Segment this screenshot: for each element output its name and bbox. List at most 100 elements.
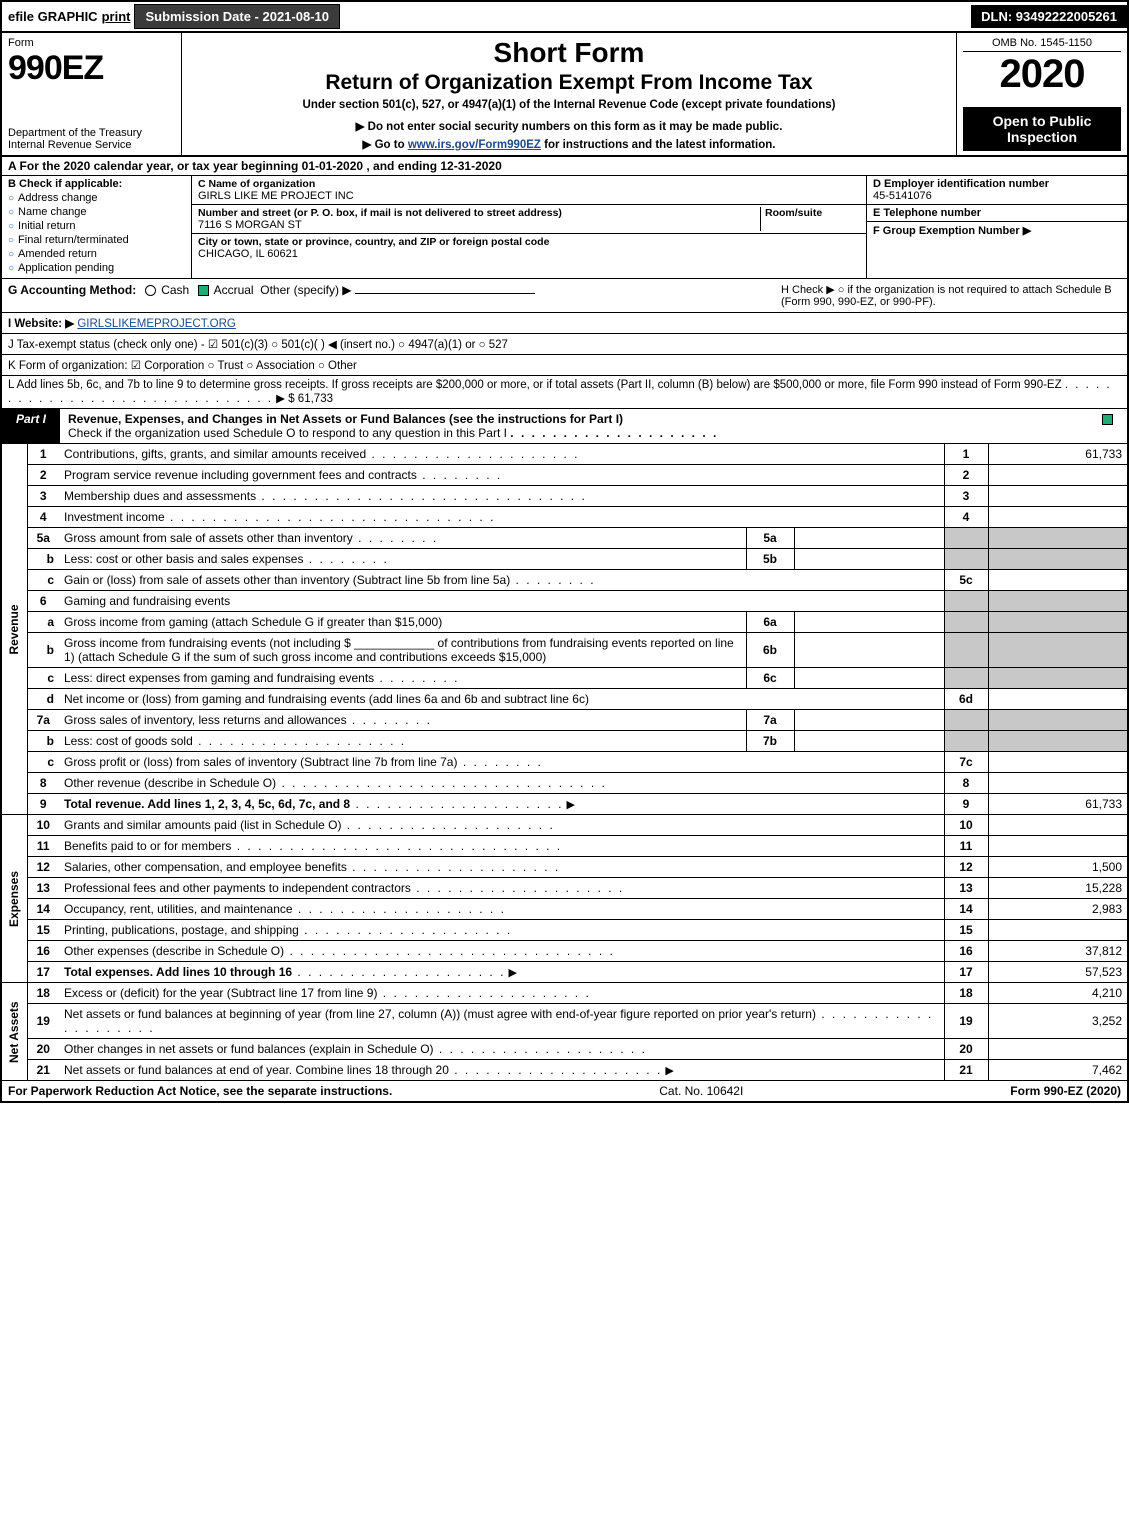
info-grid: B Check if applicable: Address change Na… <box>0 176 1129 279</box>
check-initial-return[interactable]: Initial return <box>8 220 185 232</box>
line-17-desc: Total expenses. Add lines 10 through 16 <box>64 965 292 979</box>
line-16-val: 37,812 <box>988 941 1128 962</box>
line-5a-grey2 <box>988 528 1128 549</box>
goto-link[interactable]: ▶ Go to www.irs.gov/Form990EZ for instru… <box>188 137 950 151</box>
line-13-desc: Professional fees and other payments to … <box>64 881 411 895</box>
return-title: Return of Organization Exempt From Incom… <box>188 71 950 95</box>
line-21-val: 7,462 <box>988 1060 1128 1081</box>
part-1-title: Revenue, Expenses, and Changes in Net As… <box>60 409 1087 443</box>
accrual-label: Accrual <box>214 283 254 297</box>
print-link[interactable]: print <box>102 9 131 24</box>
tax-year: 2020 <box>963 52 1121 97</box>
line-6c-inner: 6c <box>746 668 794 689</box>
other-specify-blank[interactable] <box>355 293 535 294</box>
line-21-no: 21 <box>27 1060 59 1081</box>
form-header: Form 990EZ Department of the Treasury In… <box>0 33 1129 157</box>
column-b-checkboxes: B Check if applicable: Address change Na… <box>2 176 192 278</box>
website-label: I Website: ▶ <box>8 318 74 330</box>
line-7b: b Less: cost of goods sold 7b <box>1 731 1128 752</box>
line-2-no: 2 <box>27 465 59 486</box>
line-6a-no: a <box>27 612 59 633</box>
line-7c: c Gross profit or (loss) from sales of i… <box>1 752 1128 773</box>
line-5a-no: 5a <box>27 528 59 549</box>
part-1-check[interactable] <box>1087 409 1127 443</box>
line-7b-no: b <box>27 731 59 752</box>
website-link[interactable]: GIRLSLIKEMEPROJECT.ORG <box>77 318 235 330</box>
line-8-outer: 8 <box>944 773 988 794</box>
check-address-change[interactable]: Address change <box>8 192 185 204</box>
page-footer: For Paperwork Reduction Act Notice, see … <box>0 1081 1129 1103</box>
line-9-no: 9 <box>27 794 59 815</box>
line-19-desc: Net assets or fund balances at beginning… <box>64 1007 816 1021</box>
accounting-method: G Accounting Method: Cash Accrual Other … <box>8 283 781 297</box>
line-19-val: 3,252 <box>988 1004 1128 1039</box>
line-18-outer-no: 18 <box>944 983 988 1004</box>
line-13: 13 Professional fees and other payments … <box>1 878 1128 899</box>
column-d-e-f: D Employer identification number 45-5141… <box>867 176 1127 278</box>
city-value: CHICAGO, IL 60621 <box>198 248 860 260</box>
line-11-no: 11 <box>27 836 59 857</box>
phone-label: E Telephone number <box>873 207 1121 219</box>
line-14-no: 14 <box>27 899 59 920</box>
line-4-val <box>988 507 1128 528</box>
line-8-no: 8 <box>27 773 59 794</box>
line-18-desc: Excess or (deficit) for the year (Subtra… <box>64 986 377 1000</box>
line-14: 14 Occupancy, rent, utilities, and maint… <box>1 899 1128 920</box>
check-amended-return[interactable]: Amended return <box>8 248 185 260</box>
line-4-no: 4 <box>27 507 59 528</box>
check-application-pending[interactable]: Application pending <box>8 262 185 274</box>
check-name-change[interactable]: Name change <box>8 206 185 218</box>
line-6c-no: c <box>27 668 59 689</box>
line-14-desc: Occupancy, rent, utilities, and maintena… <box>64 902 293 916</box>
ssn-notice: ▶ Do not enter social security numbers o… <box>188 119 950 133</box>
efile-label: efile GRAPHIC <box>8 9 98 24</box>
line-4-desc: Investment income <box>64 510 165 524</box>
group-exemption-label: F Group Exemption Number ▶ <box>873 224 1121 237</box>
line-20-val <box>988 1039 1128 1060</box>
line-5a-grey <box>944 528 988 549</box>
line-11: 11 Benefits paid to or for members 11 <box>1 836 1128 857</box>
irs-url[interactable]: www.irs.gov/Form990EZ <box>408 139 541 151</box>
line-8: 8 Other revenue (describe in Schedule O)… <box>1 773 1128 794</box>
short-form-title: Short Form <box>188 37 950 69</box>
line-7a-no: 7a <box>27 710 59 731</box>
department-label: Department of the Treasury Internal Reve… <box>8 127 175 151</box>
line-11-val <box>988 836 1128 857</box>
row-i-website: I Website: ▶ GIRLSLIKEMEPROJECT.ORG <box>0 313 1129 334</box>
line-21: 21 Net assets or fund balances at end of… <box>1 1060 1128 1081</box>
cash-checkbox[interactable] <box>145 285 156 296</box>
line-3-desc: Membership dues and assessments <box>64 489 256 503</box>
addr-label: Number and street (or P. O. box, if mail… <box>198 207 760 219</box>
form-number: 990EZ <box>8 49 175 88</box>
ein-label: D Employer identification number <box>873 178 1121 190</box>
line-1-desc: Contributions, gifts, grants, and simila… <box>64 447 366 461</box>
part-1-dots <box>510 426 718 440</box>
netassets-side-label: Net Assets <box>1 983 27 1081</box>
line-6-no: 6 <box>27 591 59 612</box>
under-section: Under section 501(c), 527, or 4947(a)(1)… <box>188 99 950 111</box>
line-13-outer-no: 13 <box>944 878 988 899</box>
submission-date-button[interactable]: Submission Date - 2021-08-10 <box>134 4 340 29</box>
line-2-outer-no: 2 <box>944 465 988 486</box>
line-2-desc: Program service revenue including govern… <box>64 468 417 482</box>
line-6-desc: Gaming and fundraising events <box>59 591 944 612</box>
line-14-val: 2,983 <box>988 899 1128 920</box>
line-2: 2 Program service revenue including gove… <box>1 465 1128 486</box>
line-6d-desc: Net income or (loss) from gaming and fun… <box>59 689 944 710</box>
line-20-no: 20 <box>27 1039 59 1060</box>
check-final-return[interactable]: Final return/terminated <box>8 234 185 246</box>
line-10-outer-no: 10 <box>944 815 988 836</box>
line-16-desc: Other expenses (describe in Schedule O) <box>64 944 284 958</box>
line-5c-no: c <box>27 570 59 591</box>
open-to-public: Open to Public Inspection <box>963 107 1121 151</box>
line-11-outer-no: 11 <box>944 836 988 857</box>
header-center: Short Form Return of Organization Exempt… <box>182 33 957 155</box>
accrual-checkbox[interactable] <box>198 285 209 296</box>
line-7a-desc: Gross sales of inventory, less returns a… <box>64 713 347 727</box>
line-16-no: 16 <box>27 941 59 962</box>
line-8-desc: Other revenue (describe in Schedule O) <box>64 776 276 790</box>
line-5b: b Less: cost or other basis and sales ex… <box>1 549 1128 570</box>
line-19: 19 Net assets or fund balances at beginn… <box>1 1004 1128 1039</box>
line-11-desc: Benefits paid to or for members <box>64 839 231 853</box>
line-6d: d Net income or (loss) from gaming and f… <box>1 689 1128 710</box>
